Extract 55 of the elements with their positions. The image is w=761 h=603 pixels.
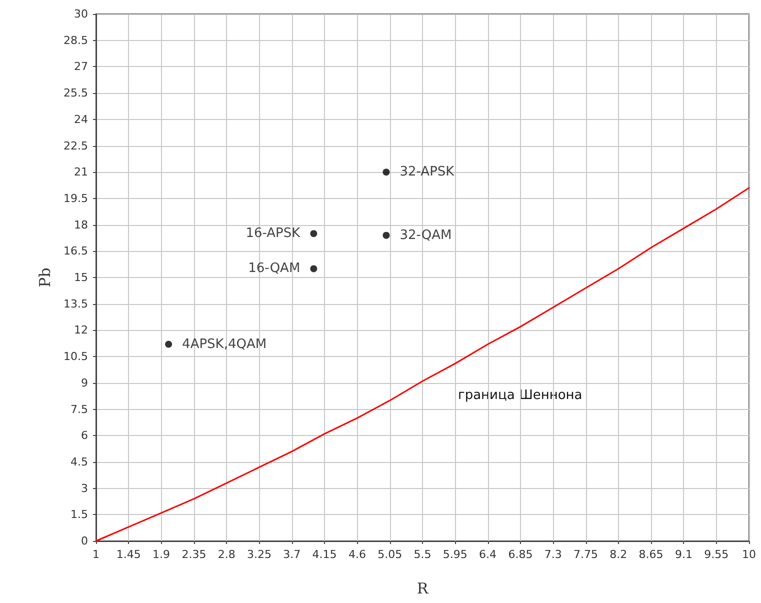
point [310, 230, 318, 238]
point [165, 340, 172, 348]
x-tick-label: 2.8 [218, 548, 236, 561]
y-tick-label: 19.5 [64, 192, 88, 205]
point [310, 265, 318, 272]
y-tick-label: 1.5 [70, 508, 88, 522]
y-tick-label: 21 [74, 166, 88, 179]
y-tick-label: 4.5 [70, 455, 88, 468]
point [382, 168, 390, 176]
series-label: 4APSK,4QAM [182, 336, 267, 352]
x-tick-label: 9.1 [674, 548, 692, 561]
x-tick-label: 5.5 [414, 548, 432, 561]
y-tick-label: 30 [74, 8, 88, 20]
y-tick-label: 6 [81, 429, 88, 442]
y-tick-label: 28.5 [64, 34, 88, 47]
y-tick-label: 10.5 [64, 350, 88, 364]
x-tick-label: 8.65 [638, 548, 664, 561]
x-tick-label: 9.55 [704, 548, 729, 561]
x-tick-label: 4.15 [312, 548, 337, 561]
x-tick-label: 2.35 [182, 548, 206, 561]
x-tick-label: 5.95 [442, 548, 468, 561]
point [382, 232, 390, 239]
y-tick-label: 16.5 [64, 244, 88, 258]
y-tick-label: 25.5 [64, 86, 88, 100]
y-tick-label: 7.5 [70, 402, 88, 416]
x-tick-label: 3.7 [283, 548, 301, 561]
y-axis-title: Pb [36, 268, 54, 288]
x-tick-label: 1 [92, 548, 100, 561]
x-tick-label: 10 [742, 548, 756, 561]
x-tick-label: 3.25 [247, 548, 272, 561]
series-label: 16-APSK [246, 226, 301, 242]
y-tick-label: 15 [74, 271, 88, 284]
y-tick-label: 0 [81, 534, 88, 548]
x-tick-label: 6.4 [479, 548, 497, 561]
y-tick-label: 27 [74, 60, 88, 74]
x-tick-label: 1.45 [116, 548, 141, 561]
y-tick-label: 9 [81, 376, 88, 390]
x-tick-label: 7.3 [544, 548, 562, 561]
x-tick-label: 6.85 [508, 548, 533, 561]
x-axis-title: R [416, 580, 429, 598]
y-tick-label: 13.5 [64, 297, 88, 310]
series-label: 16-QAM [248, 261, 300, 276]
x-tick-label: 7.75 [574, 548, 598, 561]
x-tick-label: 1.9 [152, 548, 170, 561]
annotation: граница Шеннона [458, 388, 582, 403]
y-tick-label: 22.5 [64, 139, 88, 152]
y-tick-label: 12 [74, 324, 88, 337]
x-tick-label: 8.2 [610, 548, 628, 561]
series-label: 32-APSK [400, 164, 455, 180]
y-tick-label: 24 [74, 112, 88, 126]
series-label: 32-QAM [400, 228, 452, 243]
y-tick-label: 18 [74, 218, 88, 232]
x-tick-label: 5.05 [378, 548, 402, 561]
x-tick-label: 4.6 [348, 548, 366, 561]
y-tick-label: 3 [81, 482, 88, 495]
